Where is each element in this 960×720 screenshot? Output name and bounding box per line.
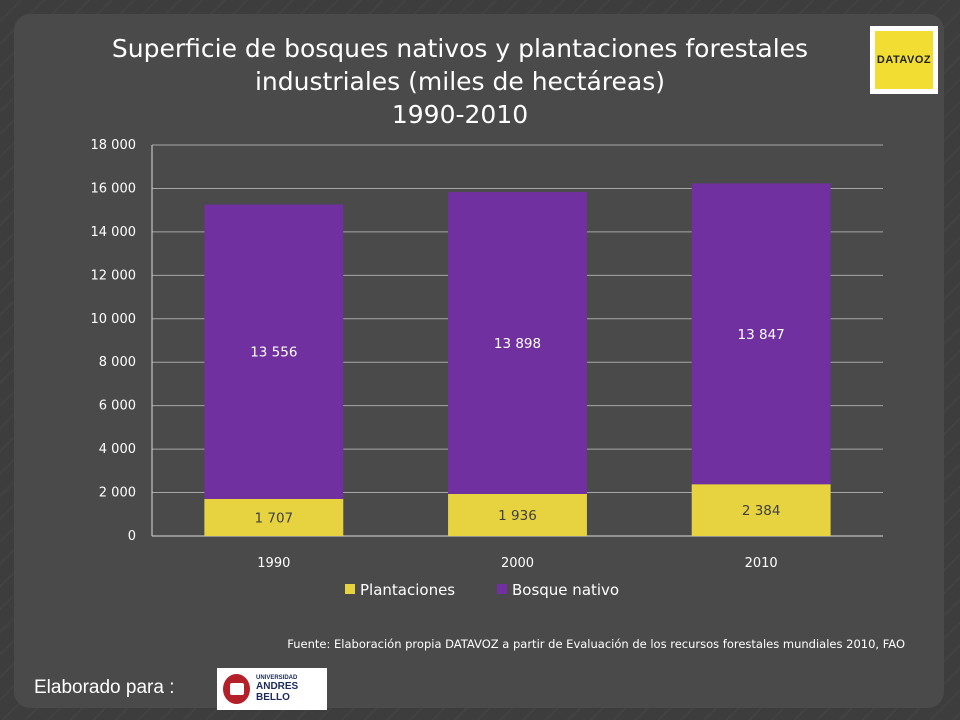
y-tick-label: 16 000 [91, 181, 137, 196]
datavoz-logo: DATAVOZ [870, 26, 938, 94]
bar-plantaciones [204, 498, 344, 536]
university-logo: UNIVERSIDAD ANDRES BELLO [217, 668, 327, 710]
data-label: 13 556 [250, 345, 297, 361]
bar-bosque-nativo [448, 192, 587, 494]
bar-bosque-nativo [204, 204, 344, 499]
data-label: 13 898 [494, 336, 541, 352]
title-line-2: industriales (miles de hectáreas) [254, 67, 666, 96]
y-tick-label: 10 000 [91, 312, 137, 327]
data-label: 1 707 [255, 510, 294, 526]
legend-label: Bosque nativo [512, 581, 619, 599]
university-logo-line-1: UNIVERSIDAD [256, 675, 298, 681]
x-tick-label: 1990 [257, 556, 290, 571]
bar-bosque-nativo [691, 183, 831, 485]
y-tick-label: 4 000 [99, 442, 136, 457]
legend-label: Plantaciones [360, 581, 455, 599]
title-line-1: Superficie de bosques nativos y plantaci… [111, 34, 809, 63]
x-tick-label: 2010 [745, 556, 778, 571]
university-emblem-icon [223, 674, 250, 704]
data-label: 2 384 [742, 503, 781, 519]
made-for-label: Elaborado para : [34, 677, 175, 698]
y-tick-label: 14 000 [91, 225, 137, 240]
title-line-3: 1990-2010 [391, 100, 529, 129]
y-tick-label: 8 000 [99, 355, 136, 370]
data-label: 13 847 [738, 327, 785, 343]
university-logo-line-2: ANDRES BELLO [256, 681, 299, 703]
data-label: 1 936 [498, 508, 537, 524]
chart-title: Superficie de bosques nativos y plantaci… [110, 32, 810, 131]
y-tick-label: 2 000 [99, 486, 136, 501]
y-tick-label: 6 000 [99, 399, 136, 414]
source-note: Fuente: Elaboración propia DATAVOZ a par… [287, 637, 905, 651]
y-tick-label: 18 000 [91, 138, 137, 153]
y-tick-label: 12 000 [91, 268, 137, 283]
datavoz-logo-text: DATAVOZ [875, 31, 933, 89]
legend-swatch [345, 584, 355, 594]
x-tick-label: 2000 [501, 556, 534, 571]
y-tick-label: 0 [128, 529, 136, 544]
bar-plantaciones [691, 484, 831, 536]
legend-swatch [497, 584, 507, 594]
bar-plantaciones [448, 493, 587, 536]
stacked-bar-chart: 0 2 000 4 000 6 000 8 000 10 000 12 000 14 000 1… [91, 138, 883, 599]
